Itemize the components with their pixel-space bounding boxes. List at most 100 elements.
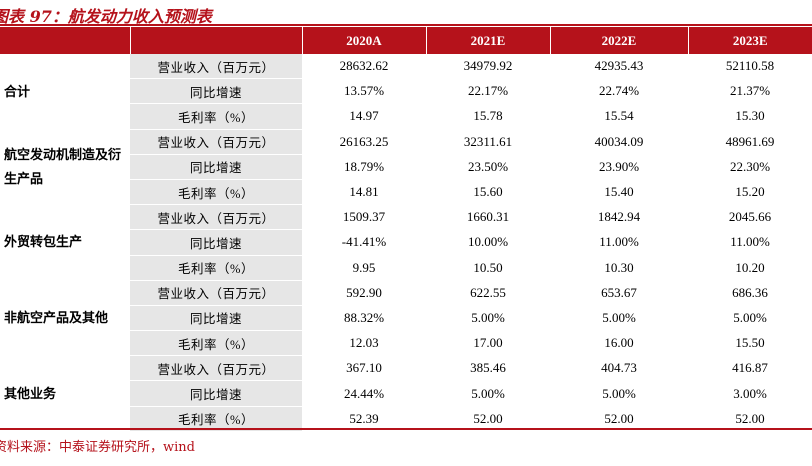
header-year-2023e: 2023E <box>687 27 812 54</box>
metric-label: 同比增速 <box>130 154 302 180</box>
table-cell: 52110.58 <box>688 54 812 80</box>
table-cell: 653.67 <box>550 280 688 306</box>
table-title: 图表 97：航发动力收入预测表 <box>0 7 212 26</box>
table-cell: 34979.92 <box>426 54 550 80</box>
table-cell: 592.90 <box>302 280 426 306</box>
metric-label: 同比增速 <box>130 78 302 105</box>
table-cell: 15.60 <box>426 179 550 206</box>
table-cell: 416.87 <box>688 355 812 382</box>
table-cell: 15.30 <box>688 103 812 130</box>
table-row: 同比增速 24.44% 5.00% 5.00% 3.00% <box>0 380 812 407</box>
table-cell: 15.20 <box>688 179 812 206</box>
table-cell: 5.00% <box>550 305 688 332</box>
table-row: 同比增速 18.79% 23.50% 23.90% 22.30% <box>0 154 812 180</box>
metric-label: 毛利率（%） <box>130 255 302 281</box>
table-cell: 10.30 <box>550 255 688 281</box>
header-year-2020a: 2020A <box>301 27 426 54</box>
table-cell: 52.00 <box>550 406 688 432</box>
table-cell: 686.36 <box>688 280 812 306</box>
table-cell: 9.95 <box>302 255 426 281</box>
table-cell: 15.78 <box>426 103 550 130</box>
table-cell: 18.79% <box>302 154 426 180</box>
table-cell: 23.90% <box>550 154 688 180</box>
table-cell: 14.97 <box>302 103 426 130</box>
table-cell: 24.44% <box>302 380 426 407</box>
title-bar: 图表 97：航发动力收入预测表 <box>0 0 812 26</box>
table-row: 毛利率（%） 52.39 52.00 52.00 52.00 <box>0 406 812 432</box>
table-cell: 11.00% <box>550 229 688 256</box>
table-cell: 1509.37 <box>302 204 426 231</box>
table-cell: 28632.62 <box>302 54 426 80</box>
header-row: 2020A 2021E 2022E 2023E <box>0 27 812 54</box>
table-row: 航空发动机制造及衍生产品 营业收入（百万元） 26163.25 32311.61… <box>0 129 812 186</box>
table-cell: 1842.94 <box>550 204 688 231</box>
table-cell: 15.50 <box>688 330 812 357</box>
table-cell: 88.32% <box>302 305 426 332</box>
table-cell: 5.00% <box>550 380 688 407</box>
table-cell: 2045.66 <box>688 204 812 231</box>
group-label-non-aero: 非航空产品及其他 <box>4 309 109 325</box>
table-row: 毛利率（%） 12.03 17.00 16.00 15.50 <box>0 330 812 357</box>
metric-label: 营业收入（百万元） <box>130 355 302 382</box>
table-cell: 622.55 <box>426 280 550 306</box>
table-cell: 10.00% <box>426 229 550 256</box>
table-cell: 40034.09 <box>550 129 688 155</box>
table-row: 合计 营业收入（百万元） 28632.62 34979.92 42935.43 … <box>0 54 812 99</box>
table-row: 毛利率（%） 14.97 15.78 15.54 15.30 <box>0 103 812 130</box>
table-cell: 5.00% <box>426 305 550 332</box>
metric-label: 同比增速 <box>130 229 302 256</box>
table-row: 其他业务 营业收入（百万元） 367.10 385.46 404.73 416.… <box>0 355 812 401</box>
table-cell: -41.41% <box>302 229 426 256</box>
metric-label: 毛利率（%） <box>130 103 302 130</box>
revenue-forecast-table: 2020A 2021E 2022E 2023E 合计 营业收入（百万元） 286… <box>0 27 812 432</box>
table-row: 毛利率（%） 14.81 15.60 15.40 15.20 <box>0 179 812 206</box>
source-footer: 资料来源：中泰证券研究所，wind <box>0 428 812 466</box>
table-row: 非航空产品及其他 营业收入（百万元） 592.90 622.55 653.67 … <box>0 280 812 325</box>
metric-label: 营业收入（百万元） <box>130 129 302 155</box>
table-cell: 21.37% <box>688 78 812 105</box>
table-cell: 367.10 <box>302 355 426 382</box>
table-cell: 16.00 <box>550 330 688 357</box>
table-cell: 5.00% <box>688 305 812 332</box>
table-cell: 3.00% <box>688 380 812 407</box>
table-cell: 14.81 <box>302 179 426 206</box>
table-row: 同比增速 13.57% 22.17% 22.74% 21.37% <box>0 78 812 105</box>
table-cell: 10.50 <box>426 255 550 281</box>
table-cell: 52.00 <box>688 406 812 432</box>
metric-label: 营业收入（百万元） <box>130 204 302 231</box>
metric-label: 营业收入（百万元） <box>130 54 302 80</box>
table-cell: 404.73 <box>550 355 688 382</box>
table-cell: 17.00 <box>426 330 550 357</box>
table-cell: 10.20 <box>688 255 812 281</box>
table-body: 合计 营业收入（百万元） 28632.62 34979.92 42935.43 … <box>0 54 812 432</box>
header-year-2021e: 2021E <box>425 27 550 54</box>
group-label-foreign-trade: 外贸转包生产 <box>4 234 83 250</box>
table-cell: 32311.61 <box>426 129 550 155</box>
table-row: 同比增速 -41.41% 10.00% 11.00% 11.00% <box>0 229 812 256</box>
metric-label: 毛利率（%） <box>130 330 302 357</box>
table-cell: 385.46 <box>426 355 550 382</box>
table-cell: 52.00 <box>426 406 550 432</box>
table-cell: 48961.69 <box>688 129 812 155</box>
group-label-total: 合计 <box>4 83 31 99</box>
table-header: 2020A 2021E 2022E 2023E <box>0 27 812 54</box>
table-cell: 5.00% <box>426 380 550 407</box>
table-cell: 13.57% <box>302 78 426 105</box>
table-cell: 22.17% <box>426 78 550 105</box>
header-blank-metric <box>129 27 302 54</box>
table-row: 毛利率（%） 9.95 10.50 10.30 10.20 <box>0 255 812 281</box>
header-blank-group <box>0 27 130 54</box>
table-row: 外贸转包生产 营业收入（百万元） 1509.37 1660.31 1842.94… <box>0 204 812 249</box>
table-cell: 12.03 <box>302 330 426 357</box>
source-note: 资料来源：中泰证券研究所，wind <box>0 440 195 455</box>
table-cell: 15.40 <box>550 179 688 206</box>
metric-label: 毛利率（%） <box>130 179 302 206</box>
table-cell: 42935.43 <box>550 54 688 80</box>
table-cell: 22.74% <box>550 78 688 105</box>
metric-label: 营业收入（百万元） <box>130 280 302 306</box>
table-cell: 23.50% <box>426 154 550 180</box>
table-cell: 11.00% <box>688 229 812 256</box>
table-row: 同比增速 88.32% 5.00% 5.00% 5.00% <box>0 305 812 332</box>
metric-label: 同比增速 <box>130 305 302 332</box>
group-label-other-business: 其他业务 <box>4 385 57 401</box>
